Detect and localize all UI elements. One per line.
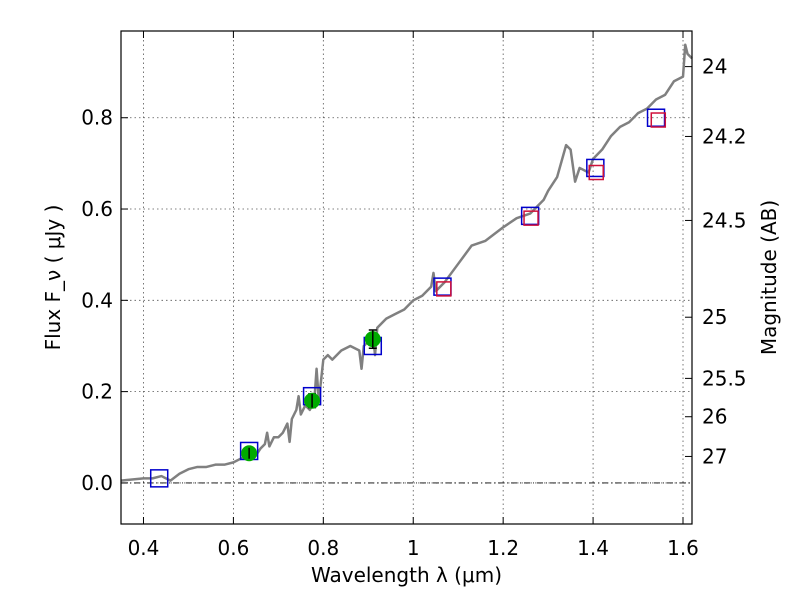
right-tick-label: 26: [702, 405, 727, 429]
plot-frame: [120, 30, 693, 525]
y-axis-label: Flux F_ν ( μJy ): [41, 205, 65, 351]
right-tick-label: 25.5: [702, 366, 747, 390]
model-spectrum-line: [120, 43, 693, 482]
x-tick-label: 1: [407, 536, 420, 560]
grid-lines: [121, 31, 692, 524]
y-tick-label: 0.2: [81, 380, 113, 404]
right-tick-label: 24.2: [702, 124, 747, 148]
x-axis-ticks: 0.4 0.6 0.8 1 1.2 1.4 1.6: [128, 31, 699, 560]
photometry-square: [523, 210, 539, 226]
y-tick-label: 0.6: [81, 197, 113, 221]
photometry-square: [436, 281, 452, 297]
right-axis-label: Magnitude (AB): [757, 200, 781, 355]
photometry-square: [149, 469, 169, 488]
photometry-markers: [149, 108, 667, 488]
right-axis-ticks: 24 24.2 24.5 25 25.5 26 27: [685, 55, 747, 468]
photometry-square: [650, 112, 667, 128]
y-tick-label: 0.0: [81, 471, 113, 495]
y-tick-label: 0.4: [81, 288, 113, 312]
x-tick-label: 1.6: [667, 536, 699, 560]
photometry-square: [588, 164, 604, 181]
x-tick-label: 1.2: [487, 536, 519, 560]
x-tick-label: 1.4: [577, 536, 609, 560]
x-tick-label: 0.8: [307, 536, 339, 560]
x-tick-label: 0.6: [217, 536, 249, 560]
x-tick-label: 0.4: [128, 536, 160, 560]
y-axis-ticks: 0.0 0.2 0.4 0.6 0.8: [81, 106, 128, 495]
y-tick-label: 0.8: [81, 106, 113, 130]
right-tick-label: 24: [702, 55, 727, 79]
x-axis-label: Wavelength λ (μm): [311, 563, 502, 587]
right-tick-label: 24.5: [702, 208, 747, 232]
right-tick-label: 25: [702, 305, 727, 329]
right-tick-label: 27: [702, 444, 727, 468]
